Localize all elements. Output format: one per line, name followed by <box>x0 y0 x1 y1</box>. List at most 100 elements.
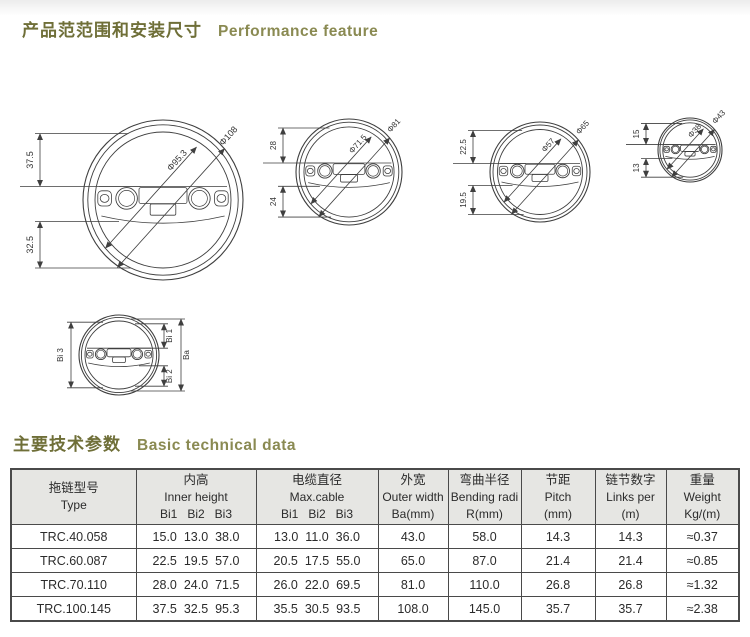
cell-outer_width: 81.0 <box>377 572 449 597</box>
column-header-3-en: Outer width <box>382 489 444 504</box>
column-header-7-sub: Kg/(m) <box>684 506 721 521</box>
dimension-label-top: 22.5 <box>459 139 468 155</box>
cell-inner_height: 22.5 19.5 57.0 <box>135 548 257 573</box>
cell-inner_height: 15.0 13.0 38.0 <box>135 524 257 549</box>
column-header-7-en: Weight <box>683 489 721 504</box>
cell-pitch: 26.8 <box>520 572 596 597</box>
page-title-cn: 产品范范围和安装尺寸 <box>22 21 202 40</box>
cell-type: TRC.70.110 <box>10 572 137 597</box>
cell-weight: ≈2.38 <box>665 596 740 622</box>
column-header-0-en: Type <box>60 498 87 512</box>
cell-pitch: 14.3 <box>520 524 596 549</box>
cell-outer_width: 43.0 <box>377 524 449 549</box>
column-header-5: 节距 Pitch (mm) <box>520 468 596 525</box>
cell-links_per_m: 21.4 <box>594 548 667 573</box>
column-header-5-sub: (mm) <box>544 506 572 521</box>
cell-weight: ≈0.85 <box>665 548 740 573</box>
cell-max_cable: 26.0 22.0 69.5 <box>255 572 379 597</box>
cell-bending_radius: 145.0 <box>447 596 522 622</box>
cell-weight: ≈0.37 <box>665 524 740 549</box>
table-header-row: 拖链型号 Type 内高 Inner height Bi1 Bi2 Bi3 电缆直径 Max… <box>10 468 740 525</box>
column-header-0-cn: 拖链型号 <box>48 481 99 495</box>
cell-bending_radius: 87.0 <box>447 548 522 573</box>
diameter-label-inner: Φ57 <box>540 136 557 154</box>
column-header-2: 电缆直径 Max.cable Bi1 Bi2 Bi3 <box>255 468 379 525</box>
cell-pitch: 35.7 <box>520 596 596 622</box>
table-row: TRC.60.087 22.5 19.5 57.0 20.5 17.5 55.0 65… <box>10 548 740 573</box>
column-header-3: 外宽 Outer width Ba(mm) <box>377 468 449 525</box>
diameter-label-outer: Φ108 <box>217 124 239 147</box>
column-header-4-cn: 弯曲半径 <box>459 472 510 487</box>
cell-type: TRC.40.058 <box>10 524 137 549</box>
dimension-label-bottom: 13 <box>632 163 641 172</box>
cell-outer_width: 108.0 <box>377 596 449 622</box>
section-title-en: Basic technical data <box>137 437 297 454</box>
cell-outer_width: 65.0 <box>377 548 449 573</box>
dimension-label-bottom: 32.5 <box>25 236 35 254</box>
column-header-5-en: Pitch <box>544 489 572 504</box>
column-header-6-en: Links per <box>606 489 655 504</box>
diameter-label-outer: Φ81 <box>385 116 402 134</box>
legend-label-bi2: Bi 2 <box>165 369 174 383</box>
page-title-en: Performance feature <box>218 23 379 40</box>
dimension-label-bottom: 24 <box>269 197 278 206</box>
column-header-4-en: Bending radi <box>450 489 519 504</box>
column-header-2-en: Max.cable <box>289 489 345 504</box>
cell-inner_height: 37.5 32.5 95.3 <box>135 596 257 622</box>
diameter-label-outer: Φ43 <box>710 108 727 126</box>
drawing-trc-60-087: 22.5 19.5 Φ57 Φ65 <box>453 118 591 223</box>
column-header-2-cn: 电缆直径 <box>291 472 342 487</box>
cell-links_per_m: 26.8 <box>594 572 667 597</box>
cell-inner_height: 28.0 24.0 71.5 <box>135 572 257 597</box>
column-header-4-sub: R(mm) <box>466 506 503 521</box>
column-header-1-en: Inner height <box>164 489 228 504</box>
cell-bending_radius: 58.0 <box>447 524 522 549</box>
diameter-label-inner: Φ38 <box>686 122 703 140</box>
cell-bending_radius: 110.0 <box>447 572 522 597</box>
technical-data-table: 拖链型号 Type 内高 Inner height Bi1 Bi2 Bi3 电缆直径 Max… <box>10 468 740 622</box>
cell-max_cable: 35.5 30.5 93.5 <box>255 596 379 622</box>
page-top-shading <box>0 0 750 16</box>
dimension-label-bottom: 19.5 <box>459 192 468 208</box>
page-title: 产品范范围和安装尺寸 Performance feature <box>22 16 378 41</box>
drawing-dimension-legend: Bi 3 Bi 1 Bi 2 Ba <box>56 314 191 396</box>
dimension-label-top: 37.5 <box>25 151 35 169</box>
dimension-label-top: 15 <box>632 129 641 138</box>
column-header-3-sub: Ba(mm) <box>391 506 435 521</box>
column-header-4: 弯曲半径 Bending radi R(mm) <box>447 468 522 525</box>
cell-links_per_m: 14.3 <box>594 524 667 549</box>
cell-weight: ≈1.32 <box>665 572 740 597</box>
column-header-1: 内高 Inner height Bi1 Bi2 Bi3 <box>135 468 257 525</box>
column-header-5-cn: 节距 <box>545 472 571 487</box>
table-row: TRC.40.058 15.0 13.0 38.0 13.0 11.0 36.0 43… <box>10 524 740 549</box>
column-header-3-cn: 外宽 <box>400 472 426 487</box>
column-header-1-cn: 内高 <box>183 472 209 487</box>
cell-max_cable: 20.5 17.5 55.0 <box>255 548 379 573</box>
table-row: TRC.70.110 28.0 24.0 71.5 26.0 22.0 69.5 81… <box>10 572 740 597</box>
drawing-trc-40-058: 15 13 Φ38 Φ43 <box>626 108 728 183</box>
cell-max_cable: 13.0 11.0 36.0 <box>255 524 379 549</box>
cell-type: TRC.60.087 <box>10 548 137 573</box>
legend-label-bi1: Bi 1 <box>165 328 174 342</box>
cell-type: TRC.100.145 <box>10 596 137 622</box>
column-header-7: 重量 Weight Kg/(m) <box>665 468 740 525</box>
column-header-6: 链节数字 Links per (m) <box>594 468 667 525</box>
column-header-7-cn: 重量 <box>689 472 715 487</box>
column-header-6-cn: 链节数字 <box>605 472 656 487</box>
dimension-label-top: 28 <box>269 141 278 150</box>
cell-links_per_m: 35.7 <box>594 596 667 622</box>
section-title: 主要技术参数 Basic technical data <box>13 430 296 455</box>
cell-pitch: 21.4 <box>520 548 596 573</box>
column-header-2-sub: Bi1 Bi2 Bi3 <box>280 506 354 521</box>
column-header-6-sub: (m) <box>621 506 640 521</box>
legend-label-ba: Ba <box>182 350 191 360</box>
technical-data-table-wrap: 拖链型号 Type 内高 Inner height Bi1 Bi2 Bi3 电缆直径 Max… <box>10 468 740 622</box>
column-header-1-sub: Bi1 Bi2 Bi3 <box>159 506 233 521</box>
diameter-label-outer: Φ65 <box>574 118 591 136</box>
column-header-0: 拖链型号 Type <box>10 468 137 525</box>
legend-label-bi3: Bi 3 <box>56 348 65 362</box>
